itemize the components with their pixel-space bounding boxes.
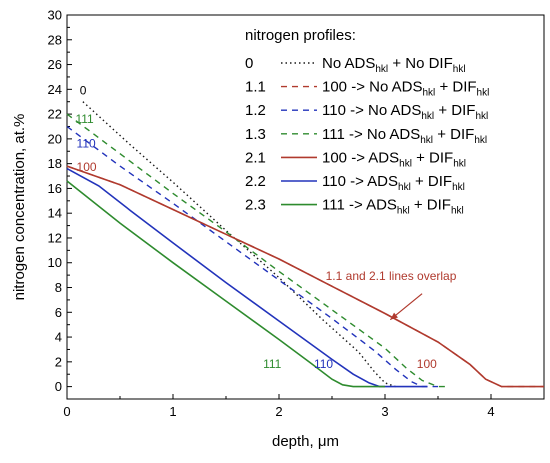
legend-id: 1.1: [245, 79, 266, 96]
y-tick-label: 28: [48, 32, 62, 47]
legend-entry: No ADShkl + No DIFhkl: [322, 55, 466, 75]
legend-id: 2.1: [245, 149, 266, 166]
annotation-label: 100: [417, 357, 437, 371]
legend: nitrogen profiles: 0 No ADShkl + No DIFhkl…: [245, 27, 489, 217]
annotation-label: 111: [263, 357, 282, 371]
legend-id: 0: [245, 55, 253, 72]
series-line-1.3: [66, 113, 449, 388]
y-tick-label: 10: [48, 255, 62, 270]
x-tick-label: 3: [381, 404, 388, 419]
y-tick-label: 30: [48, 8, 62, 23]
x-tick-label: 4: [487, 404, 494, 419]
series-line-1.2: [66, 125, 438, 388]
annotation-label: 1.1 and 2.1 lines overlap: [326, 269, 457, 283]
y-tick-label: 24: [48, 82, 62, 97]
legend-title: nitrogen profiles:: [245, 27, 356, 44]
series-line-0: [82, 101, 396, 388]
annotations: 0 111 110 100 111 110 100 1.1 and 2.1 lines ove…: [75, 83, 456, 371]
y-tick-label: 20: [48, 131, 62, 146]
legend-entry: 111 -> No ADShkl + DIFhkl: [322, 126, 487, 146]
legend-entry: 110 -> ADShkl + DIFhkl: [322, 173, 465, 193]
series-line-2.3: [66, 180, 385, 388]
legend-entry: 100 -> ADShkl + DIFhkl: [322, 149, 466, 169]
plot-area: [66, 14, 545, 400]
annotation-label: 110: [77, 137, 96, 151]
series-line-2.1: [66, 165, 544, 388]
x-tick-label: 1: [169, 404, 176, 419]
x-tick-label: 0: [63, 404, 70, 419]
overlap-arrow-head: [390, 312, 398, 320]
legend-entry: 110 -> No ADShkl + DIFhkl: [322, 102, 488, 122]
series-lines: [66, 101, 544, 388]
y-axis-label: nitrogen concentration, at.%: [11, 114, 28, 301]
legend-id: 2.2: [245, 173, 266, 190]
legend-id: 1.3: [245, 126, 266, 143]
annotation-label: 110: [314, 357, 333, 371]
y-tick-label: 2: [55, 354, 62, 369]
y-tick-label: 12: [48, 230, 62, 245]
legend-id: 1.2: [245, 102, 266, 119]
y-tick-label: 16: [48, 181, 62, 196]
legend-id: 2.3: [245, 197, 266, 214]
legend-entry: 100 -> No ADShkl + DIFhkl: [322, 79, 489, 99]
y-tick-label: 18: [48, 156, 62, 171]
y-tick-label: 14: [48, 206, 62, 221]
x-tick-label: 2: [275, 404, 282, 419]
y-tick-label: 8: [55, 280, 62, 295]
annotation-label: 100: [77, 160, 97, 174]
y-tick-label: 26: [48, 57, 62, 72]
y-tick-label: 6: [55, 305, 62, 320]
annotation-label: 111: [75, 112, 94, 126]
y-tick-label: 0: [55, 379, 62, 394]
legend-entry: 111 -> ADShkl + DIFhkl: [322, 197, 464, 217]
y-tick-label: 22: [48, 107, 62, 122]
annotation-label: 0: [80, 83, 87, 97]
x-axis-label: depth, μm: [272, 433, 339, 450]
y-tick-label: 4: [55, 330, 62, 345]
